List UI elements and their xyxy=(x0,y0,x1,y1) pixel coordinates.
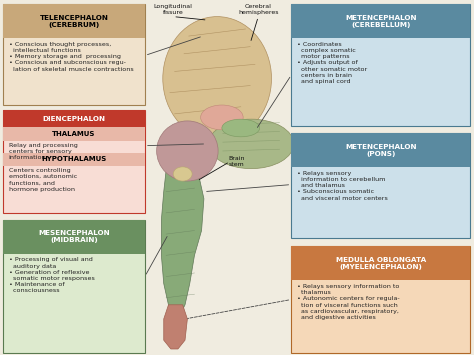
FancyBboxPatch shape xyxy=(3,110,145,127)
Ellipse shape xyxy=(163,17,272,140)
FancyBboxPatch shape xyxy=(292,246,470,353)
Text: DIENCEPHALON: DIENCEPHALON xyxy=(43,116,105,122)
FancyBboxPatch shape xyxy=(292,4,470,38)
Ellipse shape xyxy=(201,105,243,130)
Polygon shape xyxy=(164,305,187,349)
Text: • Conscious thought processes,
  intellectual functions
• Memory storage and  pr: • Conscious thought processes, intellect… xyxy=(9,42,134,71)
Text: Relay and processing
centers for sensory
information: Relay and processing centers for sensory… xyxy=(9,143,78,160)
Ellipse shape xyxy=(209,119,294,169)
Text: HYPOTHALAMUS: HYPOTHALAMUS xyxy=(41,157,107,163)
Text: Cerebral
hemispheres: Cerebral hemispheres xyxy=(238,4,279,15)
Ellipse shape xyxy=(173,167,192,181)
Text: MESENCEPHALON
(MIDBRAIN): MESENCEPHALON (MIDBRAIN) xyxy=(38,230,110,244)
FancyBboxPatch shape xyxy=(3,153,145,166)
Polygon shape xyxy=(161,170,204,319)
Text: THALAMUS: THALAMUS xyxy=(52,131,96,137)
FancyBboxPatch shape xyxy=(3,127,145,141)
FancyBboxPatch shape xyxy=(3,4,145,105)
FancyBboxPatch shape xyxy=(292,133,470,237)
Text: • Coordinates
  complex somatic
  motor patterns
• Adjusts output of
  other som: • Coordinates complex somatic motor patt… xyxy=(297,42,367,84)
FancyBboxPatch shape xyxy=(3,220,145,254)
FancyBboxPatch shape xyxy=(292,4,470,126)
Text: METENCEPHALON
(CEREBELLUM): METENCEPHALON (CEREBELLUM) xyxy=(345,15,417,28)
Text: Centers controlling
emotions, autonomic
functions, and
hormone production: Centers controlling emotions, autonomic … xyxy=(9,168,77,192)
Text: TELENCEPHALON
(CEREBRUM): TELENCEPHALON (CEREBRUM) xyxy=(39,15,109,28)
Text: Brain
stem: Brain stem xyxy=(229,156,245,167)
FancyBboxPatch shape xyxy=(3,4,145,38)
FancyBboxPatch shape xyxy=(3,220,145,353)
Ellipse shape xyxy=(222,119,260,137)
FancyBboxPatch shape xyxy=(3,110,145,213)
Text: MEDULLA OBLONGATA
(MYELENCEPHALON): MEDULLA OBLONGATA (MYELENCEPHALON) xyxy=(336,257,426,270)
Text: • Relays sensory
  information to cerebellum
  and thalamus
• Subconscious somat: • Relays sensory information to cerebell… xyxy=(297,171,388,201)
Text: METENCEPHALON
(PONS): METENCEPHALON (PONS) xyxy=(345,144,417,157)
Text: • Processing of visual and
  auditory data
• Generation of reflexive
  somatic m: • Processing of visual and auditory data… xyxy=(9,257,95,294)
Ellipse shape xyxy=(156,121,218,181)
FancyBboxPatch shape xyxy=(292,246,470,280)
Text: • Relays sensory information to
  thalamus
• Autonomic centers for regula-
  tio: • Relays sensory information to thalamus… xyxy=(297,284,400,320)
FancyBboxPatch shape xyxy=(292,133,470,167)
Text: Longitudinal
fissure: Longitudinal fissure xyxy=(154,4,192,15)
